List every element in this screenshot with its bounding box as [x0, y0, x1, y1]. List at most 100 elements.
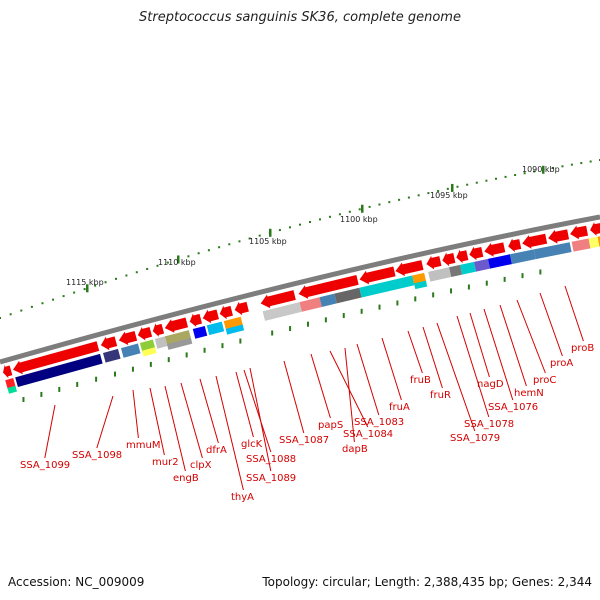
minor-tick	[167, 357, 170, 363]
gene-label: engB	[173, 473, 199, 484]
gene-label: fruR	[430, 390, 451, 401]
label-leaders	[44, 285, 584, 491]
gene-arrow	[359, 266, 396, 285]
gene-arrow	[260, 290, 296, 309]
gene-label: SSA_1079	[450, 433, 500, 444]
cog-box	[487, 254, 512, 269]
gene-label: SSA_1083	[354, 417, 404, 428]
gene-label: mmuM	[126, 440, 160, 451]
gene-arrow	[395, 260, 424, 277]
gene-arrow	[189, 313, 203, 328]
scale-label: 1110 kbp	[158, 258, 196, 267]
scale-dot	[104, 281, 107, 284]
gene-label: fruA	[389, 402, 410, 413]
cog-box	[588, 236, 600, 249]
gene-arrow	[442, 252, 456, 267]
minor-tick	[114, 371, 117, 377]
cog-box-accent	[141, 347, 157, 357]
leader-line	[381, 337, 402, 401]
gene-label: dfrA	[206, 445, 227, 456]
scale-dot	[258, 234, 261, 237]
cog-box	[319, 293, 337, 307]
leader-line	[356, 343, 380, 416]
cog-box	[359, 275, 415, 298]
cog-box	[154, 336, 168, 349]
cog-box-accent	[413, 280, 428, 290]
leader-line	[407, 330, 423, 374]
cog-box	[533, 242, 572, 260]
scale-dot	[238, 240, 241, 243]
minor-tick	[271, 330, 274, 336]
leader-line	[44, 404, 56, 459]
scale-dots	[0, 159, 600, 319]
leader-line	[469, 312, 490, 378]
gene-arrow	[426, 255, 442, 270]
gene-arrow	[298, 275, 359, 299]
leader-line	[539, 292, 563, 357]
leader-line	[243, 369, 272, 453]
scale-dot	[166, 261, 169, 264]
minor-tick	[414, 296, 417, 302]
cog-box	[509, 249, 536, 265]
scale-dot	[41, 302, 44, 305]
gene-arrow	[13, 341, 100, 375]
gene-arrow	[469, 246, 484, 261]
scale-dot	[62, 295, 65, 298]
gene-arrow	[219, 305, 233, 320]
minor-tick	[432, 292, 435, 298]
minor-tick	[396, 300, 399, 306]
minor-tick	[521, 273, 524, 279]
leader-line	[422, 326, 443, 389]
scale-dot	[466, 183, 469, 186]
leader-line	[180, 382, 203, 459]
gene-label: SSA_1099	[20, 460, 70, 471]
cog-box-accent	[225, 324, 245, 335]
scale-dot	[73, 291, 76, 294]
leader-line	[310, 353, 331, 419]
scale-dot	[187, 255, 190, 258]
minor-tick	[360, 308, 363, 314]
cog-box	[571, 238, 591, 252]
scale-dot	[0, 317, 1, 319]
gene-label: SSA_1076	[488, 402, 538, 413]
scale-major-tick	[86, 284, 89, 293]
cog-box	[192, 325, 208, 339]
gene-label: proA	[550, 358, 573, 369]
gene-label: glcK	[241, 439, 263, 450]
leader-line	[199, 378, 219, 444]
gene-label: SSA_1084	[343, 429, 393, 440]
scale-dot	[570, 163, 573, 166]
leader-line	[456, 315, 490, 418]
scale-dot	[197, 252, 200, 255]
minor-tick	[539, 269, 542, 275]
minor-tick	[342, 313, 345, 319]
leader-line	[149, 387, 165, 456]
cog-box	[449, 264, 463, 278]
leader-line	[564, 285, 584, 342]
cog-box	[334, 287, 362, 304]
cog-box	[460, 261, 477, 275]
scale-major-tick	[542, 165, 545, 174]
scale-dot	[552, 166, 555, 169]
gene-arrow	[152, 323, 165, 337]
scale-label: 1115 kbp	[66, 278, 104, 287]
minor-tick	[149, 361, 152, 367]
scale-dot	[228, 243, 231, 246]
minor-tick	[76, 381, 79, 387]
scale-dot	[437, 189, 440, 192]
scale-dot	[114, 277, 117, 280]
cog-box	[206, 321, 225, 336]
leader-line	[132, 389, 139, 439]
scale-major-tick	[269, 228, 272, 237]
gene-arrow	[3, 364, 13, 379]
gene-arrow	[570, 225, 589, 240]
scale-dot	[30, 305, 33, 308]
gene-arrow	[590, 222, 600, 236]
gene-arrows	[3, 222, 600, 379]
cog-box	[15, 353, 103, 388]
scale-dot	[9, 313, 12, 316]
scale-dot	[446, 187, 449, 190]
scale-dot	[348, 210, 351, 213]
scale-dot	[368, 205, 371, 208]
minor-tick	[485, 280, 488, 286]
